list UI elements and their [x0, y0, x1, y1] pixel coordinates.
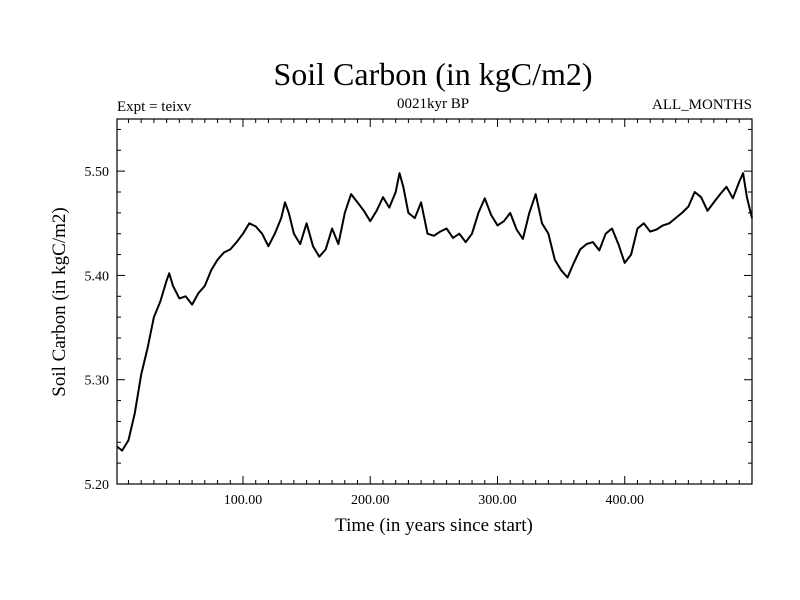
y-tick-label: 5.40 [85, 269, 110, 284]
x-tick-label: 400.00 [605, 493, 644, 508]
x-tick-label: 100.00 [224, 493, 263, 508]
x-tick-label: 300.00 [478, 493, 517, 508]
x-tick-label: 200.00 [351, 493, 390, 508]
chart-title: Soil Carbon (in kgC/m2) [273, 56, 592, 92]
y-tick-label: 5.20 [85, 478, 110, 493]
axis-ticks [117, 119, 752, 485]
y-axis-label: Soil Carbon (in kgC/m2) [49, 207, 70, 396]
series-line [116, 172, 753, 452]
y-tick-label: 5.30 [85, 374, 110, 389]
experiment-label: Expt = teixv [117, 99, 192, 115]
y-tick-label: 5.50 [85, 165, 110, 180]
plot-frame [116, 118, 753, 485]
x-axis-label: Time (in years since start) [335, 515, 533, 536]
y-tick-labels: 5.20 5.30 5.40 5.50 [85, 165, 110, 493]
x-tick-labels: 100.00 200.00 300.00 400.00 [224, 493, 644, 508]
period-label: 0021kyr BP [397, 96, 469, 112]
months-label: ALL_MONTHS [652, 97, 752, 113]
